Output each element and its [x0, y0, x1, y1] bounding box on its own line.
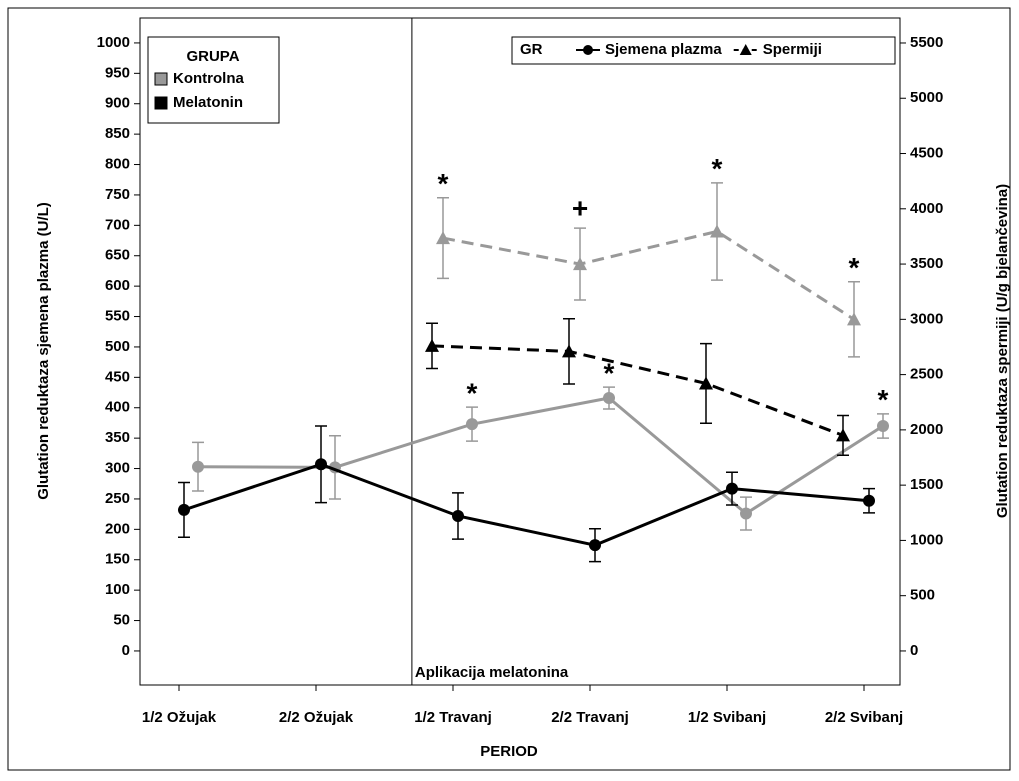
y2-tick-label: 0 [910, 642, 918, 659]
annotation: * [849, 252, 860, 283]
y2-tick-label: 1000 [910, 531, 943, 548]
point [466, 418, 478, 431]
y-tick-label: 550 [105, 308, 130, 325]
y-tick-label: 350 [105, 429, 130, 446]
y-tick-label: 900 [105, 95, 130, 112]
y2-tick-label: 4000 [910, 200, 943, 217]
point [740, 507, 752, 520]
legend-box [147, 36, 280, 124]
point [847, 312, 861, 326]
legend-label: Kontrolna [173, 70, 244, 87]
point [178, 503, 190, 516]
y2-axis-label: Glutation reduktaza spermiji (U/g bjelan… [994, 184, 1011, 518]
y-tick-label: 0 [122, 642, 130, 659]
point [192, 460, 204, 473]
point [452, 509, 464, 522]
y-tick-label: 800 [105, 156, 130, 173]
annotation: * [878, 384, 889, 415]
x-tick-label: 2/2 Svibanj [825, 709, 903, 726]
x-tick-label: 2/2 Travanj [551, 709, 629, 726]
y-tick-label: 300 [105, 460, 130, 477]
series-line [197, 396, 884, 516]
point [573, 257, 587, 271]
point [726, 482, 738, 495]
y-tick-label: 500 [105, 338, 130, 355]
y-tick-label: 150 [105, 551, 130, 568]
point [710, 224, 724, 238]
y2-tick-label: 2500 [910, 366, 943, 383]
frame [7, 7, 1011, 771]
y-tick-label: 450 [105, 368, 130, 385]
annotation: * [467, 378, 478, 409]
y2-tick-label: 4500 [910, 144, 943, 161]
y-tick-label: 600 [105, 277, 130, 294]
series-line [431, 344, 844, 437]
x-tick-label: 1/2 Travanj [414, 709, 492, 726]
legend-title: GRUPA [186, 48, 239, 65]
y2-tick-label: 3500 [910, 255, 943, 272]
point [877, 419, 889, 432]
y2-tick-label: 3000 [910, 310, 943, 327]
y2-tick-label: 5500 [910, 34, 943, 51]
point [436, 231, 450, 245]
plot-area [139, 17, 901, 686]
y-tick-label: 250 [105, 490, 130, 507]
y2-tick-label: 2000 [910, 421, 943, 438]
legend-swatch [154, 96, 168, 110]
y-tick-label: 950 [105, 64, 130, 81]
legend-swatch [154, 72, 168, 86]
annotation: * [438, 168, 449, 199]
y-tick-label: 650 [105, 247, 130, 264]
y-axis-label: Glutation reduktaza sjemena plazma (U/L) [35, 202, 52, 500]
reference-label: Aplikacija melatonina [415, 664, 569, 681]
legend-label: Spermiji [763, 41, 822, 58]
point [425, 338, 439, 352]
point [836, 428, 850, 442]
annotation: * [604, 357, 615, 388]
legend-marker [583, 45, 593, 55]
y-tick-label: 850 [105, 125, 130, 142]
series-line [442, 229, 855, 321]
y2-tick-label: 1500 [910, 476, 943, 493]
y-tick-label: 400 [105, 399, 130, 416]
x-axis-label: PERIOD [480, 743, 538, 760]
point [699, 376, 713, 390]
annotation: * [712, 153, 723, 184]
y-tick-label: 1000 [97, 34, 130, 51]
legend-label: Sjemena plazma [605, 41, 722, 58]
y2-tick-label: 500 [910, 587, 935, 604]
y-tick-label: 100 [105, 581, 130, 598]
point [603, 392, 615, 405]
point [315, 458, 327, 471]
legend-marker [739, 44, 752, 55]
y-tick-label: 750 [105, 186, 130, 203]
legend-box [511, 36, 896, 65]
point [562, 344, 576, 358]
y-tick-label: 200 [105, 520, 130, 537]
y2-tick-label: 5000 [910, 89, 943, 106]
y-tick-label: 50 [113, 612, 130, 629]
y-tick-label: 700 [105, 216, 130, 233]
series-line [183, 462, 870, 547]
x-tick-label: 2/2 Ožujak [279, 709, 354, 726]
x-tick-label: 1/2 Ožujak [142, 709, 217, 726]
legend-label: Melatonin [173, 94, 243, 111]
legend-title: GR [520, 41, 543, 58]
point [589, 539, 601, 552]
x-tick-label: 1/2 Svibanj [688, 709, 766, 726]
point [863, 494, 875, 507]
annotation: + [572, 193, 588, 224]
